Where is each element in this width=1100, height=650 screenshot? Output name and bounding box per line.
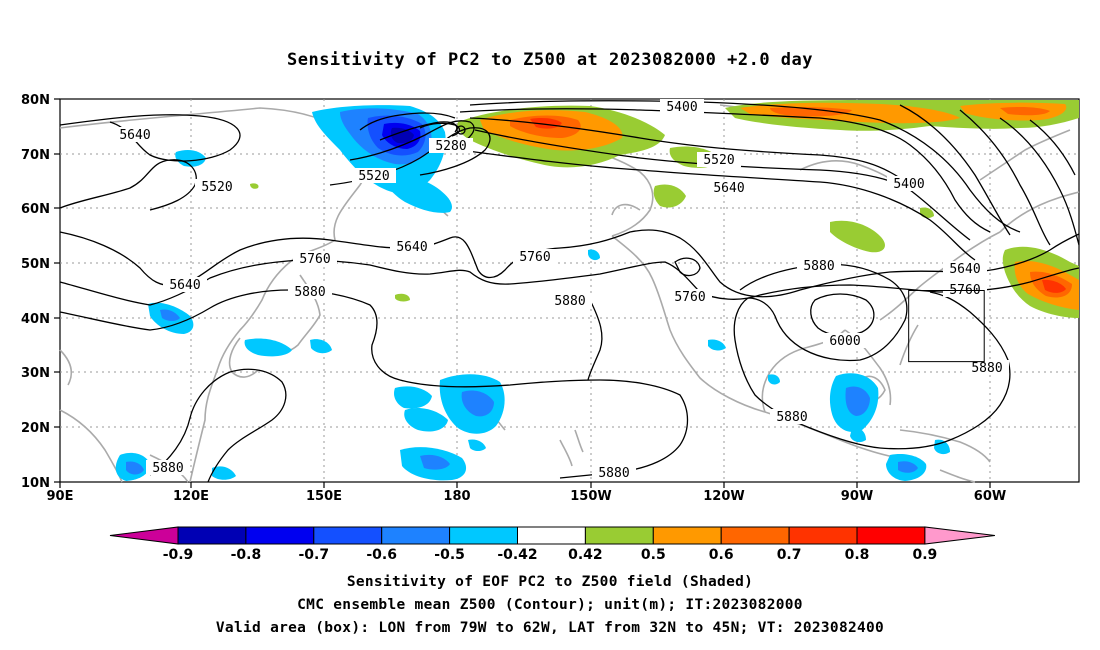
colorbar-segment (856, 526, 926, 545)
contour-label: 5760 (668, 289, 712, 305)
colorbar-label: -0.9 (163, 547, 194, 563)
colorbar-label: -0.6 (366, 547, 397, 563)
contour-label: 5880 (288, 284, 332, 300)
colorbar-label: 0.9 (912, 547, 937, 563)
lat-tick-label: 40N (21, 312, 50, 327)
svg-text:5520: 5520 (703, 153, 734, 168)
footer-line-shading: Sensitivity of EOF PC2 to Z500 field (Sh… (346, 574, 754, 590)
colorbar-label: 0.5 (641, 547, 666, 563)
svg-text:5880: 5880 (776, 410, 807, 425)
lat-tick-label: 30N (21, 366, 50, 381)
colorbar: -0.9 -0.8 -0.7 -0.6 -0.5 -0.42 0.42 0.5 0.6 0.7 0.… (109, 526, 995, 563)
svg-text:5760: 5760 (674, 290, 705, 305)
colorbar-segment (449, 526, 519, 545)
svg-text:5640: 5640 (396, 240, 427, 255)
colorbar-label: -0.8 (231, 547, 262, 563)
contour-label: 6000 (823, 333, 867, 349)
contour-label: 5640 (390, 239, 434, 255)
lon-tick-label: 120E (173, 489, 209, 504)
svg-text:6000: 6000 (829, 334, 860, 349)
colorbar-left-arrow (109, 526, 179, 545)
svg-text:5880: 5880 (971, 361, 1002, 376)
lat-tick-label: 60N (21, 202, 50, 217)
footer-line-valid-area: Valid area (box): LON from 79W to 62W, L… (215, 620, 885, 636)
svg-text:5760: 5760 (299, 252, 330, 267)
svg-text:5280: 5280 (435, 139, 466, 154)
contour-label: 5880 (797, 258, 841, 274)
lat-tick-label: 10N (21, 476, 50, 491)
lat-tick-label: 80N (21, 93, 50, 108)
colorbar-segment (381, 526, 451, 545)
svg-text:5880: 5880 (152, 461, 183, 476)
lon-tick-label: 150W (570, 489, 611, 504)
lon-tick-label: 180 (443, 489, 470, 504)
colorbar-right-arrow (924, 526, 995, 545)
contour-label: 5400 (887, 176, 931, 192)
contour-label: 5640 (707, 180, 751, 196)
lon-tick-label: 150E (306, 489, 342, 504)
contour-label: 5640 (113, 127, 157, 143)
svg-text:5640: 5640 (713, 181, 744, 196)
colorbar-segment (584, 526, 654, 545)
lon-tick-label: 90E (47, 489, 74, 504)
contour-label: 5640 (163, 277, 207, 293)
lat-tick-label: 50N (21, 257, 50, 272)
contour-label: 5880 (548, 293, 592, 309)
lon-tick-label: 90W (841, 489, 873, 504)
contour-label: 5640 (943, 261, 987, 277)
contour-label: 5760 (293, 251, 337, 267)
colorbar-segment (177, 526, 247, 545)
lon-tick-label: 120W (703, 489, 744, 504)
latitude-labels: 80N 70N 60N 50N 40N 30N 20N 10N (21, 93, 50, 491)
svg-text:5880: 5880 (554, 294, 585, 309)
svg-text:5520: 5520 (201, 180, 232, 195)
svg-text:5640: 5640 (169, 278, 200, 293)
svg-text:5520: 5520 (358, 169, 389, 184)
colorbar-label: -0.7 (298, 547, 329, 563)
valid-area-box (908, 290, 985, 363)
lon-tick-label: 60W (974, 489, 1006, 504)
colorbar-segment (245, 526, 315, 545)
svg-text:5880: 5880 (294, 285, 325, 300)
colorbar-segment (313, 526, 383, 545)
colorbar-label: -0.5 (434, 547, 465, 563)
svg-text:5400: 5400 (666, 100, 697, 115)
negative-sensitivity-shading (115, 105, 950, 481)
contour-label: 5400 (660, 99, 704, 115)
contour-label: 5880 (965, 360, 1009, 376)
colorbar-label: 0.7 (777, 547, 802, 563)
svg-text:5760: 5760 (519, 250, 550, 265)
contour-label: 5520 (697, 152, 741, 168)
colorbar-segment (517, 526, 586, 545)
colorbar-label: 0.8 (845, 547, 870, 563)
axis-ticks (54, 98, 991, 488)
colorbar-label: 0.6 (709, 547, 734, 563)
footer-line-contour: CMC ensemble mean Z500 (Contour); unit(m… (297, 597, 803, 613)
contour-label: 5760 (513, 249, 557, 265)
contour-label: 5880 (592, 465, 636, 481)
colorbar-segment (720, 526, 790, 545)
svg-text:5880: 5880 (803, 259, 834, 274)
contour-label: 5880 (146, 460, 190, 476)
svg-text:5640: 5640 (949, 262, 980, 277)
colorbar-label: -0.42 (497, 547, 537, 563)
lat-tick-label: 20N (21, 421, 50, 436)
longitude-labels: 90E 120E 150E 180 150W 120W 90W 60W (47, 489, 1007, 504)
colorbar-label: 0.42 (568, 547, 603, 563)
contour-label: 5280 (429, 138, 473, 154)
colorbar-segment (652, 526, 722, 545)
lat-tick-label: 70N (21, 148, 50, 163)
svg-text:5640: 5640 (119, 128, 150, 143)
svg-text:5880: 5880 (598, 466, 629, 481)
map-title: Sensitivity of PC2 to Z500 at 2023082000… (286, 50, 813, 70)
contour-label: 5520 (195, 179, 239, 195)
svg-text:5400: 5400 (893, 177, 924, 192)
colorbar-segment (788, 526, 858, 545)
contour-label: 5520 (352, 168, 396, 184)
contour-labels: 5640 5520 5280 5400 5520 5640 5400 5520 … (113, 99, 1009, 481)
contour-label: 5880 (770, 409, 814, 425)
